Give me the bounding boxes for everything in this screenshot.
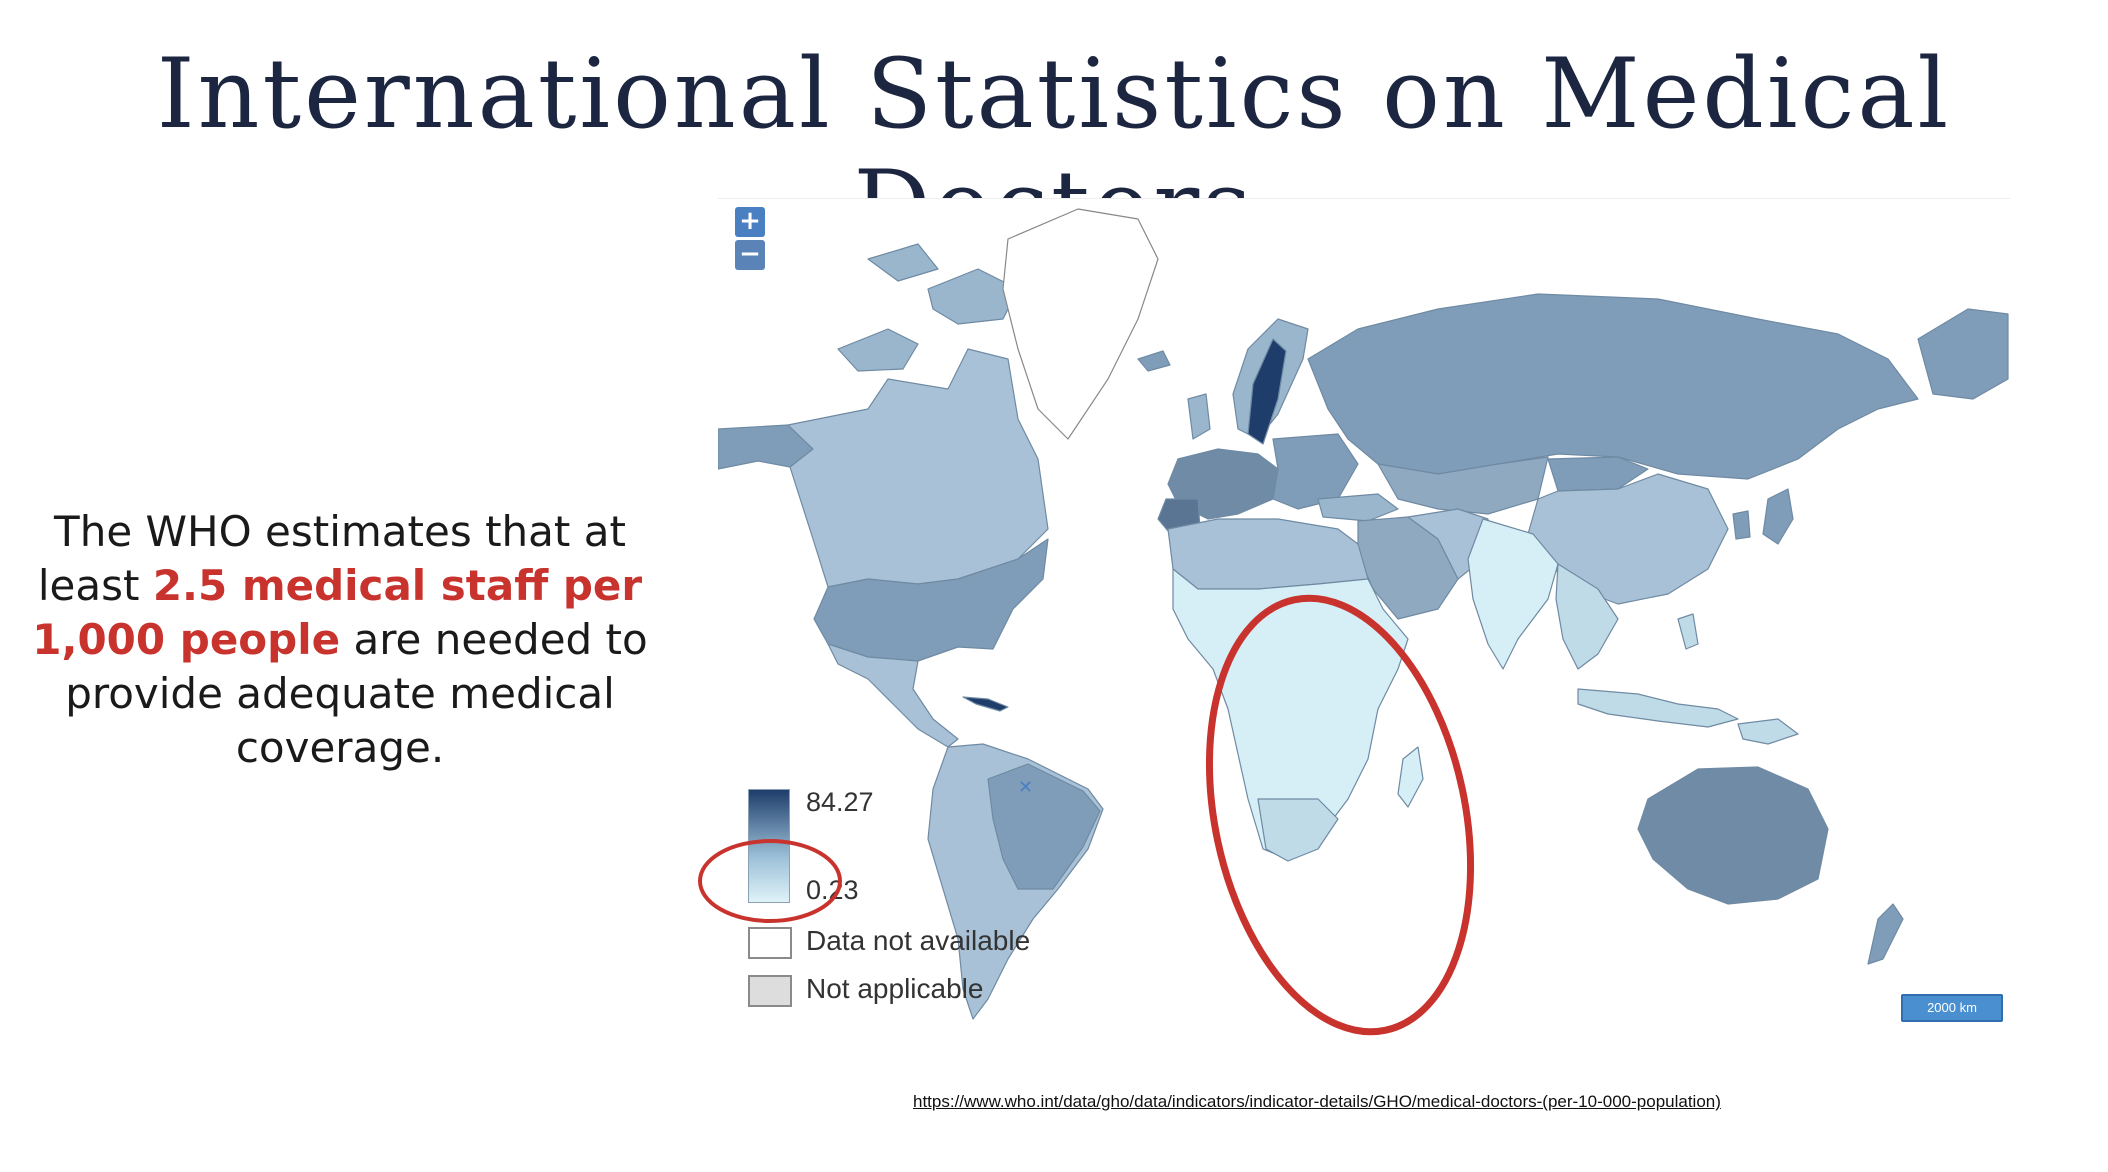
- map-region-russia-far-east: [1917, 308, 2009, 400]
- map-region-sweden: [1247, 338, 1287, 445]
- estimate-text-part1: The WHO estimates that at least: [37, 507, 626, 610]
- map-region-iceland: [1137, 350, 1171, 372]
- map-region-canada: [787, 348, 1049, 588]
- map-region-turkey: [1317, 493, 1399, 522]
- map-region-korea: [1732, 510, 1751, 540]
- world-map[interactable]: ✕: [718, 199, 2010, 1029]
- who-estimate-text: The WHO estimates that at least 2.5 medi…: [20, 505, 660, 775]
- legend-no-data-label: Data not available: [806, 925, 1031, 956]
- zoom-in-button[interactable]: +: [735, 207, 765, 237]
- legend-not-applicable-swatch: [748, 975, 792, 1007]
- legend-max-value: 84.27: [806, 787, 874, 817]
- legend-no-data-swatch: [748, 927, 792, 959]
- zoom-out-button[interactable]: −: [735, 240, 765, 270]
- map-region-philippines: [1677, 613, 1699, 650]
- map-region-russia: [1307, 293, 1919, 480]
- map-region-eastern-europe: [1272, 433, 1359, 510]
- map-region-caribbean: [962, 696, 1009, 712]
- legend-color-gradient: [748, 789, 790, 903]
- map-region-greenland: [1002, 208, 1159, 440]
- marker-x-icon: ✕: [1018, 777, 1033, 798]
- map-region-papua: [1737, 718, 1799, 745]
- map-region-north-africa: [1167, 518, 1369, 590]
- scale-bar: 2000 km: [1901, 994, 2003, 1022]
- source-link[interactable]: https://www.who.int/data/gho/data/indica…: [913, 1092, 1721, 1111]
- legend-min-value: 0.23: [806, 875, 859, 905]
- legend-not-applicable-label: Not applicable: [806, 973, 984, 1004]
- map-region-brazil: [987, 763, 1101, 890]
- map-region-arctic-islands: [867, 243, 939, 282]
- estimate-text-part2: are needed to provide adequate medical c…: [65, 615, 648, 772]
- map-region-japan: [1762, 488, 1794, 545]
- map-region-arctic-islands: [837, 328, 919, 372]
- world-map-panel[interactable]: ✕ + − 84.27 0.23 Data not available Not …: [718, 198, 2010, 1029]
- map-region-uk: [1187, 393, 1211, 440]
- map-region-indonesia: [1577, 688, 1739, 728]
- estimate-highlight: 2.5 medical staff per 1,000 people: [32, 561, 643, 664]
- map-region-southeast-asia: [1555, 563, 1619, 670]
- map-region-madagascar: [1397, 746, 1424, 808]
- map-region-australia: [1637, 766, 1829, 905]
- map-region-new-zealand: [1867, 903, 1904, 965]
- map-region-south-asia: [1467, 518, 1559, 670]
- map-region-arctic-islands: [927, 268, 1019, 325]
- map-region-southern-africa: [1257, 798, 1339, 862]
- map-region-mexico: [827, 643, 959, 748]
- map-region-mongolia: [1547, 456, 1649, 492]
